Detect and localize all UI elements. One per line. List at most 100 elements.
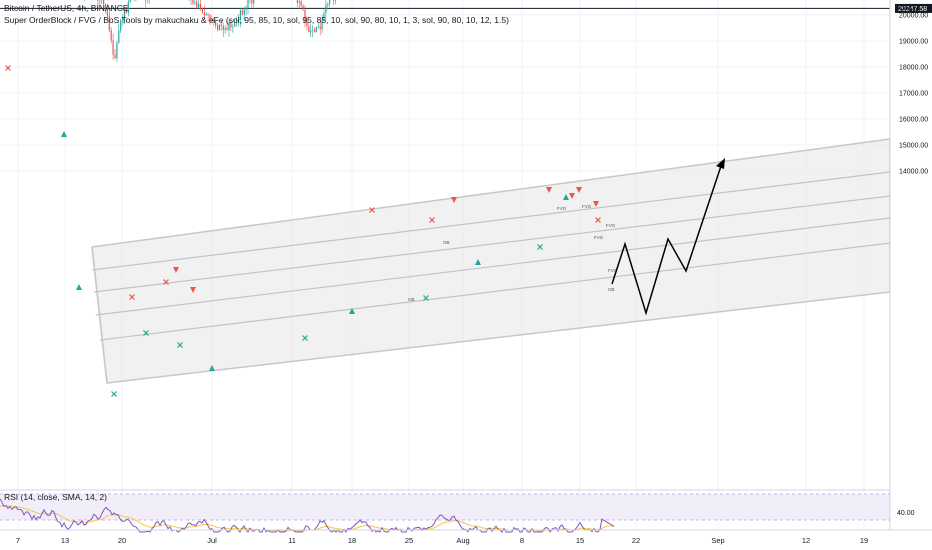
candle-body — [103, 0, 105, 5]
candle-body — [253, 0, 255, 4]
annotation-label: OB — [408, 297, 415, 302]
bullish-cross-icon — [177, 342, 183, 348]
candle-body — [110, 30, 112, 41]
candle-body — [327, 3, 329, 5]
candle-body — [308, 26, 310, 33]
signal-markers — [5, 65, 601, 397]
candle-body — [108, 15, 110, 31]
candle-body — [302, 5, 304, 10]
candle-body — [313, 29, 316, 33]
bearish-cross-icon — [5, 65, 11, 71]
channel-mid-line — [99, 242, 891, 341]
annotation-label: FVG — [608, 268, 618, 273]
symbol-title: Bitcoin / TetherUS, 4h, BINANCE — [4, 3, 129, 13]
horizontal-levels — [0, 7, 890, 9]
candle-body — [220, 24, 222, 26]
bullish-cross-icon — [111, 391, 117, 397]
candle-body — [306, 21, 308, 27]
annotation-label: OB — [608, 287, 615, 292]
channel-mid-line — [91, 171, 891, 271]
candle-body — [112, 40, 114, 55]
time-axis[interactable]: 7 13 20 Jul 11 18 25 Aug 8 15 22 Sep 12 19 — [0, 529, 932, 545]
candle-body — [230, 23, 232, 28]
candle-body — [127, 1, 129, 14]
candle-body — [321, 20, 323, 30]
candle-body — [332, 0, 335, 1]
candle-body — [104, 4, 107, 8]
candle-body — [296, 0, 298, 3]
bearish-cross-icon — [429, 217, 435, 223]
y-tick-label: 16000.00 — [899, 116, 928, 123]
rsi-panel — [0, 489, 932, 533]
candle-body — [232, 26, 234, 28]
rsi-band — [0, 494, 890, 520]
candle-body — [203, 12, 205, 16]
bearish-cross-icon — [369, 207, 375, 213]
annotation-label: FVG — [594, 235, 604, 240]
candle-body — [118, 30, 120, 43]
x-tick-label: 25 — [405, 536, 413, 545]
x-tick-label: 19 — [860, 536, 868, 545]
annotation-label: FVG — [557, 206, 567, 211]
x-tick-label: 7 — [16, 536, 20, 545]
candle-body — [217, 25, 219, 30]
annotation-label: OB — [443, 240, 450, 245]
candle-body — [120, 20, 122, 31]
candle-body — [194, 2, 196, 3]
bullish-cross-icon — [143, 330, 149, 336]
bearish-triangle-icon — [451, 197, 457, 203]
channel-mid-line — [95, 217, 891, 316]
candle-body — [211, 19, 213, 21]
candle-body — [315, 27, 317, 33]
y-tick-label: 17000.00 — [899, 90, 928, 97]
candle-body — [201, 9, 203, 13]
bearish-triangle-icon — [569, 193, 575, 199]
candle-body — [106, 7, 108, 16]
bullish-triangle-icon — [475, 259, 481, 265]
candle-body — [317, 26, 319, 28]
candle-body — [300, 1, 302, 6]
y-tick-label: 18000.00 — [899, 64, 928, 71]
candle-body — [209, 14, 211, 20]
x-tick-label: 18 — [348, 536, 356, 545]
bullish-triangle-icon — [209, 365, 215, 371]
price-axis[interactable]: 31000.0028000.0027000.0026000.0025000.00… — [889, 0, 932, 550]
bearish-triangle-icon — [576, 187, 582, 193]
projection-arrow-icon — [716, 158, 725, 169]
annotation-label: FVG — [606, 223, 616, 228]
currency-label: USDT — [899, 3, 920, 12]
x-tick-label: 8 — [520, 536, 524, 545]
x-tick-label: Jul — [207, 536, 217, 545]
candle-body — [239, 10, 241, 21]
candle-body — [304, 9, 306, 22]
candle-body — [319, 26, 321, 30]
candle-body — [222, 25, 224, 30]
candle-body — [243, 9, 245, 15]
x-tick-label: 15 — [576, 536, 584, 545]
x-tick-label: 11 — [288, 536, 296, 545]
candle-body — [123, 9, 126, 18]
candle-body — [236, 22, 238, 24]
candle-body — [116, 42, 118, 59]
x-tick-label: Sep — [711, 536, 724, 545]
bearish-triangle-icon — [593, 201, 599, 207]
price-badge-label: 20247.58 — [898, 6, 927, 13]
candle-body — [323, 13, 325, 21]
bullish-cross-icon — [423, 295, 429, 301]
candle-body — [234, 23, 236, 27]
candle-body — [329, 0, 331, 4]
candle-body — [207, 13, 209, 15]
candle-body — [196, 2, 198, 8]
channel-mid-line — [93, 195, 891, 293]
candle-body — [228, 23, 230, 30]
y-tick-label: 14000.00 — [899, 168, 928, 175]
candle-body — [205, 13, 207, 16]
bullish-cross-icon — [302, 335, 308, 341]
bullish-triangle-icon — [61, 131, 67, 137]
candle-body — [241, 10, 243, 15]
x-tick-label: 20 — [118, 536, 126, 545]
candle-body — [224, 27, 226, 30]
candle-body — [251, 0, 253, 4]
